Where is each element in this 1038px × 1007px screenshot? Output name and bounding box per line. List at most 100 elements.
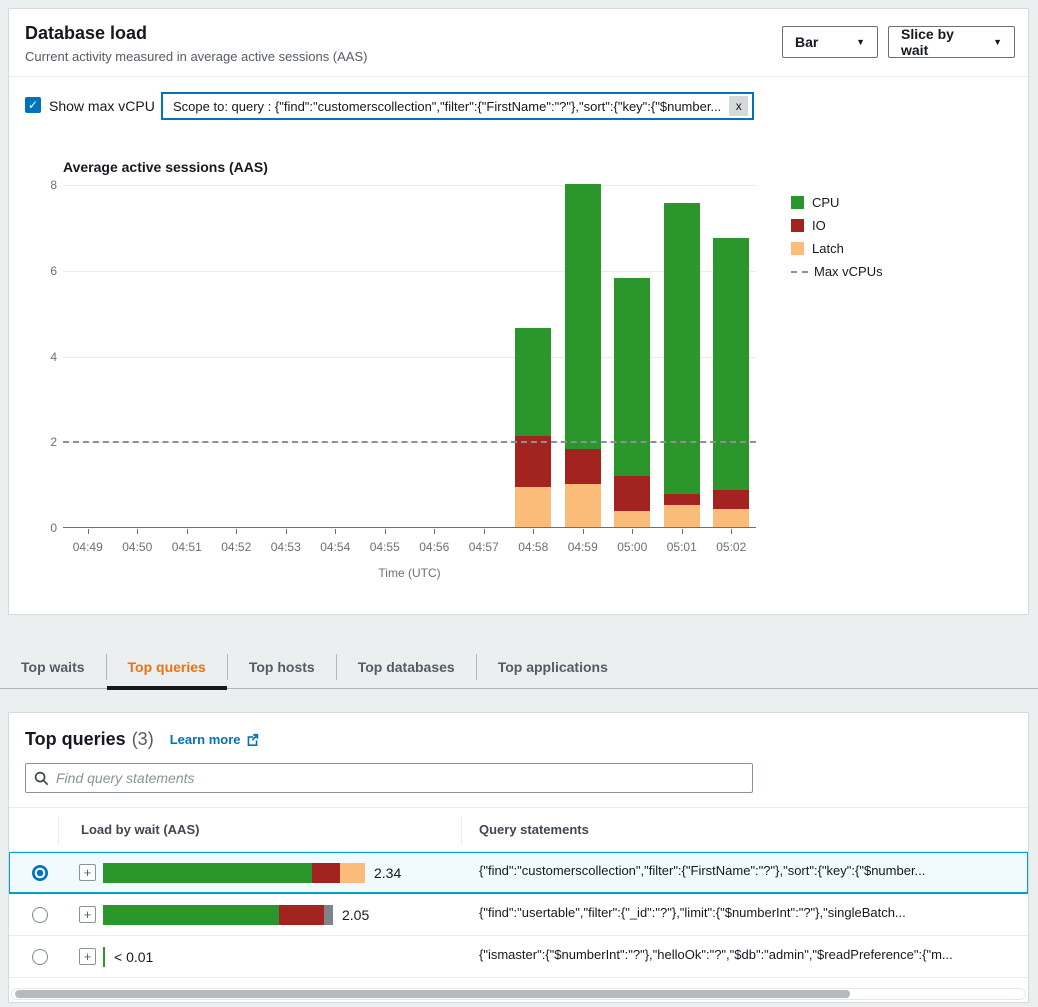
x-axis-tick-label: 04:49 xyxy=(63,540,113,554)
x-axis-tick xyxy=(533,529,534,534)
legend-label: IO xyxy=(812,218,826,233)
bar-segment-latch xyxy=(565,484,601,527)
filter-row: ✓ Show max vCPU Scope to: query : {"find… xyxy=(9,91,1028,131)
x-axis-tick-label: 04:50 xyxy=(113,540,163,554)
x-axis-tick-label: 04:51 xyxy=(162,540,212,554)
max-vcpus-line xyxy=(63,441,756,443)
bar-segment-io xyxy=(664,494,700,505)
chevron-down-icon: ▼ xyxy=(856,37,865,47)
section-count: (3) xyxy=(132,729,154,750)
x-axis-tick-label: 05:00 xyxy=(608,540,658,554)
x-axis-tick xyxy=(187,529,188,534)
load-by-wait-bar xyxy=(103,905,333,925)
search-box xyxy=(25,763,753,793)
x-axis-tick-label: 04:53 xyxy=(261,540,311,554)
y-axis-tick-label: 4 xyxy=(31,350,57,364)
column-divider xyxy=(58,816,59,844)
row-radio[interactable] xyxy=(32,949,48,965)
slice-by-value: Slice by wait xyxy=(901,26,979,58)
search-icon xyxy=(34,771,49,786)
x-axis-tick xyxy=(236,529,237,534)
bar-segment-cpu xyxy=(614,278,650,476)
slice-by-dropdown[interactable]: Slice by wait ▼ xyxy=(888,26,1015,58)
load-segment-cpu xyxy=(103,905,279,925)
tab-top-queries[interactable]: Top queries xyxy=(107,645,227,688)
legend-item-io: IO xyxy=(791,214,883,237)
bar-segment-io xyxy=(515,436,551,487)
table-header: Load by wait (AAS) Query statements xyxy=(9,808,1028,852)
table-row[interactable]: + 2.05 {"find":"usertable","filter":{"_i… xyxy=(9,894,1028,936)
scope-filter-text: Scope to: query : {"find":"customerscoll… xyxy=(173,99,721,114)
legend-label: Max vCPUs xyxy=(814,264,883,279)
x-axis-tick xyxy=(88,529,89,534)
query-statement-link[interactable]: {"ismaster":{"$numberInt":"?"},"helloOk"… xyxy=(479,947,953,962)
x-axis-tick xyxy=(682,529,683,534)
bar-segment-latch xyxy=(614,511,650,527)
chart-type-value: Bar xyxy=(795,34,818,50)
learn-more-link[interactable]: Learn more xyxy=(170,732,259,747)
search-input[interactable] xyxy=(56,770,744,786)
x-axis-tick-label: 04:59 xyxy=(558,540,608,554)
gridline xyxy=(63,357,756,358)
query-statement-link[interactable]: {"find":"usertable","filter":{"_id":"?"}… xyxy=(479,905,906,920)
cpu-swatch xyxy=(791,196,804,209)
query-statement-link[interactable]: {"find":"customerscollection","filter":{… xyxy=(479,863,925,878)
expand-row-icon[interactable]: + xyxy=(79,948,96,965)
detail-tabs: Top waits Top queries Top hosts Top data… xyxy=(0,645,1038,689)
bar-segment-latch xyxy=(664,505,700,527)
horizontal-scrollbar xyxy=(11,988,1026,1000)
x-axis-tick-label: 04:55 xyxy=(360,540,410,554)
load-segment-io xyxy=(312,863,340,883)
x-axis-tick xyxy=(583,529,584,534)
bar-segment-cpu xyxy=(664,203,700,494)
tab-top-hosts[interactable]: Top hosts xyxy=(228,645,336,688)
bar-segment-io xyxy=(614,476,650,512)
y-axis-tick-label: 8 xyxy=(31,178,57,192)
bar-segment-latch xyxy=(515,487,551,527)
legend-item-latch: Latch xyxy=(791,237,883,260)
legend-label: CPU xyxy=(812,195,839,210)
dashed-line-swatch xyxy=(791,271,808,273)
expand-row-icon[interactable]: + xyxy=(79,906,96,923)
show-max-vcpu-checkbox[interactable]: ✓ xyxy=(25,97,41,113)
row-radio[interactable] xyxy=(32,907,48,923)
table-row[interactable]: + < 0.01 {"ismaster":{"$numberInt":"?"},… xyxy=(9,936,1028,978)
legend-item-cpu: CPU xyxy=(791,191,883,214)
chart-title: Average active sessions (AAS) xyxy=(63,159,268,175)
column-divider xyxy=(461,816,462,844)
tab-top-applications[interactable]: Top applications xyxy=(477,645,629,688)
x-axis-tick xyxy=(484,529,485,534)
x-axis-tick xyxy=(731,529,732,534)
bar-segment-cpu xyxy=(515,328,551,436)
load-segment-latch xyxy=(340,863,365,883)
x-axis-tick-label: 05:02 xyxy=(707,540,757,554)
plot-area xyxy=(63,185,756,528)
expand-row-icon[interactable]: + xyxy=(79,864,96,881)
x-axis-tick xyxy=(286,529,287,534)
x-axis-tick-label: 04:58 xyxy=(509,540,559,554)
close-icon[interactable]: x xyxy=(729,96,748,116)
x-axis-tick xyxy=(632,529,633,534)
bar-segment-latch xyxy=(713,509,749,527)
latch-swatch xyxy=(791,242,804,255)
tab-top-databases[interactable]: Top databases xyxy=(337,645,476,688)
y-axis-tick-label: 0 xyxy=(31,521,57,535)
gridline xyxy=(63,271,756,272)
bar-segment-io xyxy=(565,449,601,484)
row-radio-selected[interactable] xyxy=(32,865,48,881)
x-axis-tick xyxy=(335,529,336,534)
scrollbar-thumb[interactable] xyxy=(15,990,850,998)
scope-filter-tag: Scope to: query : {"find":"customerscoll… xyxy=(161,92,754,120)
chart-legend: CPU IO Latch Max vCPUs xyxy=(791,191,883,283)
panel-header: Database load Current activity measured … xyxy=(9,9,1028,77)
load-segment-other xyxy=(324,905,333,925)
x-axis-tick-label: 04:54 xyxy=(311,540,361,554)
tab-top-waits[interactable]: Top waits xyxy=(0,645,106,688)
table-row[interactable]: + 2.34 {"find":"customerscollection","fi… xyxy=(9,852,1028,894)
load-value: 2.34 xyxy=(374,865,401,881)
load-segment-io xyxy=(279,905,324,925)
x-axis-tick xyxy=(385,529,386,534)
external-link-icon xyxy=(246,733,259,746)
x-axis-tick xyxy=(137,529,138,534)
chart-type-dropdown[interactable]: Bar ▼ xyxy=(782,26,878,58)
